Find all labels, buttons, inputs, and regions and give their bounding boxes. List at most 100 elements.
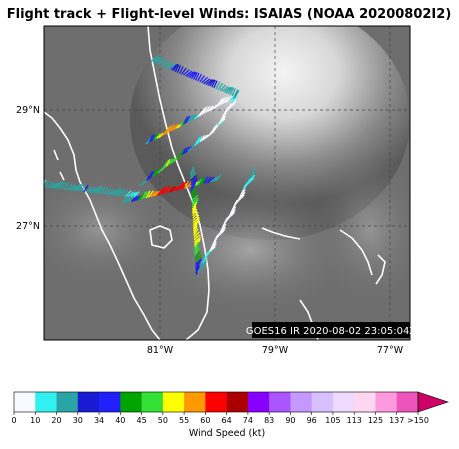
- wind-barb: [194, 254, 202, 261]
- colorbar-bin: [205, 392, 227, 412]
- wind-barb: [228, 101, 236, 108]
- wind-barb: [152, 190, 160, 197]
- wind-barb: [61, 181, 66, 190]
- wind-barb: [216, 173, 222, 181]
- wind-barb: [191, 203, 197, 212]
- wind-barb: [153, 169, 160, 177]
- wind-barb: [174, 64, 180, 73]
- wind-barb: [141, 191, 147, 200]
- wind-barb: [162, 186, 168, 194]
- wind-barb: [208, 246, 216, 253]
- wind-barb: [248, 174, 256, 181]
- wind-barb: [218, 118, 226, 125]
- wind-barb: [191, 188, 197, 197]
- colorbar-tick-label: 34: [94, 416, 104, 425]
- wind-barb: [191, 197, 199, 204]
- colorbar-bin: [247, 392, 270, 412]
- wind-barb: [176, 65, 182, 73]
- wind-barb: [172, 63, 179, 72]
- wind-barb: [193, 72, 198, 80]
- wind-barb: [111, 189, 119, 196]
- wind-barb: [218, 228, 226, 235]
- wind-barb: [133, 191, 140, 199]
- wind-barb: [247, 176, 255, 183]
- wind-barb: [229, 209, 236, 216]
- wind-barb: [197, 135, 203, 144]
- wind-barb: [54, 181, 62, 190]
- wind-barb: [229, 99, 237, 106]
- wind-barb: [164, 61, 172, 68]
- wind-barb: [126, 195, 132, 204]
- coastlines: [44, 26, 386, 340]
- colorbar-tick-label: >150: [407, 416, 429, 425]
- wind-barb: [225, 86, 232, 94]
- wind-barb: [179, 182, 185, 190]
- wind-barb: [166, 125, 171, 134]
- wind-barb: [209, 243, 217, 251]
- wind-barb: [180, 67, 187, 75]
- wind-barb: [63, 182, 70, 190]
- wind-barb: [199, 75, 206, 83]
- wind-barb: [122, 189, 129, 197]
- colorbar-extend-arrow: [417, 391, 449, 413]
- wind-barb: [107, 189, 115, 196]
- wind-barb: [190, 177, 198, 184]
- wind-barb: [183, 116, 189, 125]
- wind-barb: [192, 217, 200, 223]
- wind-barb: [192, 211, 199, 219]
- colorbar-bin: [375, 392, 398, 412]
- wind-barb: [197, 73, 203, 82]
- wind-barb: [167, 158, 174, 166]
- wind-barb: [154, 132, 161, 140]
- wind-barb: [158, 187, 165, 196]
- colorbar-tick-label: 83: [264, 416, 274, 425]
- wind-barb: [217, 83, 224, 91]
- wind-barb: [205, 105, 211, 114]
- wind-barb: [201, 107, 206, 116]
- wind-barb: [160, 186, 166, 195]
- wind-barb: [48, 182, 56, 189]
- track-segment: [144, 90, 240, 145]
- lat-label-27: 27°N: [16, 221, 40, 232]
- wind-barb: [133, 195, 141, 202]
- wind-barb: [207, 79, 214, 86]
- wind-barb: [249, 171, 256, 179]
- wind-barb: [207, 105, 214, 113]
- colorbar-tick-label: 40: [115, 416, 125, 425]
- colorbar-frame: [13, 391, 419, 413]
- cloud-band-east: [310, 150, 410, 310]
- wind-barb: [171, 186, 179, 193]
- wind-barb: [187, 114, 194, 123]
- wind-barb: [44, 179, 45, 181]
- wind-barb: [190, 174, 198, 182]
- wind-barb: [46, 181, 53, 189]
- colorbar-label: Wind Speed (kt): [189, 428, 265, 439]
- wind-barb: [227, 86, 234, 95]
- wind-barb: [194, 251, 201, 259]
- wind-barb: [230, 206, 237, 214]
- wind-barb: [124, 195, 129, 204]
- wind-barb: [210, 241, 217, 249]
- wind-barb: [184, 180, 190, 189]
- wind-barb: [59, 181, 64, 190]
- wind-barb: [189, 166, 195, 175]
- wind-barb: [152, 56, 160, 63]
- wind-barb: [189, 114, 196, 122]
- wind-barb: [194, 243, 199, 252]
- wind-barb: [166, 62, 174, 69]
- florida-west-coast: [44, 111, 161, 340]
- wind-barb: [147, 190, 154, 198]
- wind-barb: [72, 184, 80, 192]
- wind-barb: [192, 214, 200, 221]
- wind-barb: [109, 189, 117, 196]
- wind-barb: [211, 79, 216, 88]
- colorbar: 0 10 20 30 34 40 45 50 55 60 64 74 83 90 96 105 113 125 13…: [11, 391, 449, 425]
- map-panel: [38, 26, 410, 340]
- wind-barb: [181, 117, 187, 126]
- wind-barb: [199, 108, 205, 117]
- colorbar-bin: [77, 392, 100, 412]
- wind-barb: [154, 56, 161, 64]
- wind-barb: [168, 124, 173, 133]
- wind-barb: [38, 180, 42, 187]
- wind-barb: [221, 85, 229, 92]
